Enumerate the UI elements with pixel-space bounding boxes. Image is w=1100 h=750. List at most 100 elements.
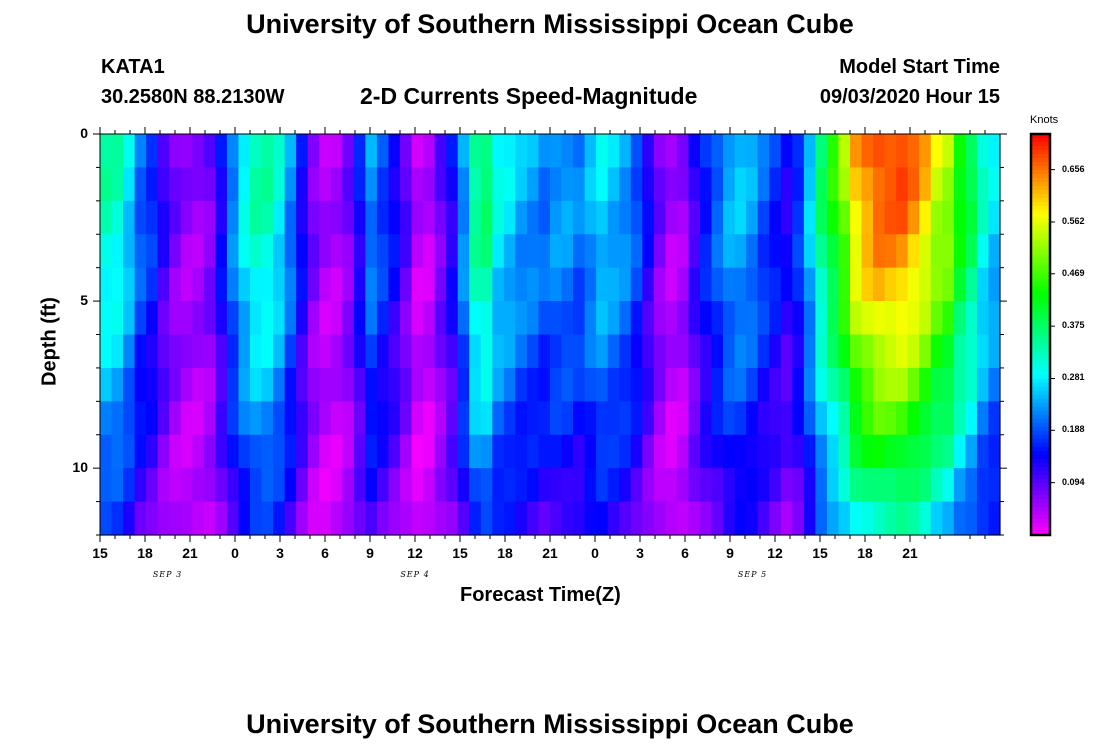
heatmap-cell xyxy=(919,200,932,235)
heatmap-cell xyxy=(480,234,493,269)
heatmap-cell xyxy=(503,501,516,536)
heatmap-cell xyxy=(896,234,909,269)
heatmap-cell xyxy=(400,434,413,469)
colorbar-step xyxy=(1031,490,1050,496)
heatmap-cell xyxy=(676,468,690,503)
y-tick-label: 5 xyxy=(80,292,88,309)
heatmap-cell xyxy=(723,367,736,402)
heatmap-cell xyxy=(665,301,678,336)
heatmap-cell xyxy=(734,301,747,336)
colorbar-step xyxy=(1031,246,1050,251)
heatmap-cell xyxy=(953,301,966,336)
heatmap-cell xyxy=(446,401,459,436)
heatmap-cell xyxy=(861,167,874,202)
heatmap-cell xyxy=(561,434,574,469)
heatmap-cell xyxy=(850,367,863,402)
heatmap-cell xyxy=(515,334,528,369)
heatmap-cell xyxy=(526,434,540,469)
heatmap-cell xyxy=(503,434,516,469)
heatmap-cell xyxy=(688,468,701,503)
heatmap-cell xyxy=(284,434,297,469)
heatmap-cell xyxy=(700,501,713,536)
heatmap-cell xyxy=(250,301,263,336)
heatmap-cell xyxy=(134,200,147,235)
heatmap-cell xyxy=(342,434,355,469)
heatmap-cell xyxy=(538,134,551,169)
heatmap-cell xyxy=(711,267,724,302)
heatmap-cell xyxy=(792,134,805,169)
heatmap-cell xyxy=(700,167,713,202)
heatmap-cell xyxy=(319,234,332,269)
heatmap-cell xyxy=(965,434,978,469)
heatmap-cell xyxy=(226,367,240,402)
heatmap-cell xyxy=(988,301,1001,336)
heatmap-cell xyxy=(296,501,309,536)
heatmap-cell xyxy=(884,167,897,202)
colorbar-step xyxy=(1031,178,1050,183)
heatmap-cell xyxy=(803,367,816,402)
heatmap-cell xyxy=(746,468,759,503)
heatmap-cell xyxy=(365,200,378,235)
station-coords: 30.2580N 88.2130W xyxy=(101,86,285,108)
heatmap-cell xyxy=(457,267,470,302)
heatmap-cell xyxy=(723,468,736,503)
heatmap-cell xyxy=(942,501,955,536)
heatmap-cell xyxy=(688,234,701,269)
heatmap-cell xyxy=(111,234,124,269)
heatmap-cell xyxy=(746,434,759,469)
heatmap-cell xyxy=(676,334,690,369)
heatmap-cell xyxy=(700,401,713,436)
heatmap-cell xyxy=(676,267,690,302)
heatmap-cell xyxy=(630,401,643,436)
colorbar-step xyxy=(1031,194,1050,199)
heatmap-cell xyxy=(792,301,805,336)
x-tick-label: 18 xyxy=(137,545,153,561)
heatmap-cell xyxy=(123,134,136,169)
heatmap-cell xyxy=(503,200,516,235)
heatmap-cell xyxy=(503,468,516,503)
heatmap-cell xyxy=(757,267,770,302)
heatmap-cell xyxy=(457,501,470,536)
heatmap-cell xyxy=(573,234,586,269)
colorbar-step xyxy=(1031,166,1050,171)
colorbar-step xyxy=(1031,346,1050,352)
heatmap-cell xyxy=(423,134,436,169)
colorbar-step xyxy=(1031,186,1050,191)
heatmap-cell xyxy=(642,267,655,302)
colorbar-step xyxy=(1031,370,1050,376)
heatmap-cell xyxy=(907,468,920,503)
heatmap-cell xyxy=(284,501,297,536)
heatmap-cell xyxy=(284,134,297,169)
heatmap-cell xyxy=(665,200,678,235)
heatmap-cell xyxy=(861,234,874,269)
heatmap-cell xyxy=(457,367,470,402)
heatmap-cell xyxy=(884,134,897,169)
heatmap-cell xyxy=(573,134,586,169)
heatmap-cell xyxy=(942,367,955,402)
heatmap-cell xyxy=(192,468,205,503)
colorbar-step xyxy=(1031,374,1050,380)
heatmap-cell xyxy=(123,234,136,269)
colorbar-step xyxy=(1031,362,1050,368)
heatmap-cells xyxy=(100,134,1001,536)
colorbar-step xyxy=(1031,306,1050,312)
colorbar-step xyxy=(1031,382,1050,388)
heatmap-cell xyxy=(630,134,643,169)
heatmap-cell xyxy=(457,468,470,503)
x-tick-label: 6 xyxy=(321,545,329,561)
heatmap-cell xyxy=(261,200,274,235)
heatmap-cell xyxy=(665,334,678,369)
colorbar-step xyxy=(1031,506,1050,512)
colorbar-step xyxy=(1031,498,1050,504)
heatmap-cell xyxy=(203,501,216,536)
heatmap-cell xyxy=(538,301,551,336)
heatmap-cell xyxy=(607,367,620,402)
heatmap-cell xyxy=(942,167,955,202)
heatmap-cell xyxy=(746,301,759,336)
colorbar-label: 0.656 xyxy=(1062,163,1085,174)
heatmap-cell xyxy=(307,234,320,269)
heatmap-cell xyxy=(780,301,793,336)
heatmap-cell xyxy=(734,434,747,469)
heatmap-cell xyxy=(423,367,436,402)
heatmap-cell xyxy=(492,401,505,436)
